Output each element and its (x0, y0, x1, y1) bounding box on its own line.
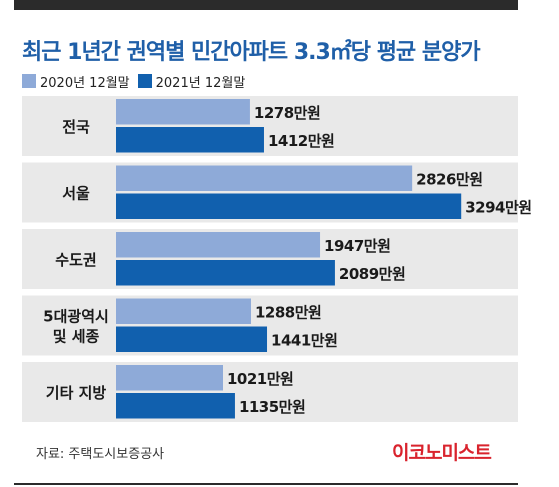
legend-swatch-2021 (137, 74, 152, 88)
bar-2021 (116, 193, 462, 219)
bar-2020 (116, 99, 250, 125)
data-label: 1278만원 (254, 104, 320, 122)
category-label: 및 세종 (53, 328, 100, 346)
category-label: 전국 (62, 118, 90, 136)
bar-2020 (116, 232, 321, 258)
source-note: 자료: 주택도시보증공사 (36, 447, 165, 462)
data-label: 1412만원 (268, 132, 334, 150)
chart-title: 최근 1년간 권역별 민간아파트 3.3㎡당 평균 분양가 (22, 40, 481, 65)
category-group: 기타 지방 1021만원 1135만원 (22, 362, 518, 422)
legend: 2020년 12월말 2021년 12월말 (22, 72, 253, 91)
bar-2021 (116, 326, 268, 352)
category-band (22, 362, 518, 422)
legend-label-2021: 2021년 12월말 (155, 75, 246, 91)
category-label: 서울 (62, 185, 90, 203)
data-label: 1135만원 (239, 398, 305, 416)
bar-2021 (116, 260, 335, 286)
category-group: 수도권 1947만원 2089만원 (22, 229, 518, 289)
data-label: 2826만원 (416, 170, 482, 188)
data-label: 1021만원 (227, 370, 293, 388)
legend-label-2020: 2020년 12월말 (40, 75, 130, 91)
legend-item-2021: 2021년 12월말 (137, 72, 246, 91)
economist-logo: 이코노미스트 (392, 442, 492, 464)
bar-2020 (116, 298, 251, 324)
category-group: 서울 2826만원 3294만원 (22, 162, 532, 223)
data-label: 3294만원 (465, 198, 531, 216)
top-bar (14, 0, 518, 10)
bar-2021 (116, 393, 235, 419)
bar-2020 (116, 365, 224, 391)
category-band (22, 96, 518, 156)
legend-swatch-2020 (22, 74, 36, 88)
category-label: 기타 지방 (46, 384, 107, 402)
category-band (22, 295, 518, 356)
data-label: 1947만원 (324, 237, 390, 255)
category-label: 5대광역시 (43, 308, 109, 326)
data-label: 2089만원 (339, 265, 405, 283)
data-label: 1441만원 (271, 331, 337, 349)
bottom-rule (14, 483, 518, 485)
bar-2020 (116, 165, 413, 191)
category-label: 수도권 (55, 251, 96, 269)
legend-item-2020: 2020년 12월말 (22, 72, 130, 91)
bar-2021 (116, 127, 264, 153)
category-group: 전국 1278만원 1412만원 (22, 96, 518, 156)
data-label: 1288만원 (255, 303, 321, 321)
